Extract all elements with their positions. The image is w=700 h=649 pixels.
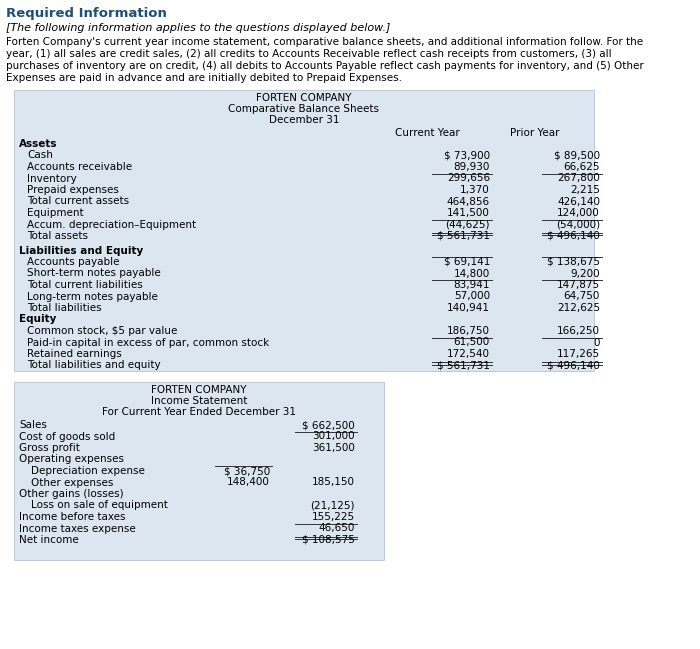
- Text: Expenses are paid in advance and are initially debited to Prepaid Expenses.: Expenses are paid in advance and are ini…: [6, 73, 402, 83]
- Text: $ 496,140: $ 496,140: [547, 231, 600, 241]
- Text: Prior Year: Prior Year: [510, 128, 559, 138]
- Text: Forten Company's current year income statement, comparative balance sheets, and : Forten Company's current year income sta…: [6, 37, 643, 47]
- Text: $ 108,575: $ 108,575: [302, 535, 355, 545]
- Text: 464,856: 464,856: [447, 197, 490, 206]
- Text: Total current assets: Total current assets: [27, 197, 129, 206]
- Text: 299,656: 299,656: [447, 173, 490, 184]
- Text: Liabilities and Equity: Liabilities and Equity: [19, 245, 144, 256]
- Text: Income Statement: Income Statement: [150, 396, 247, 406]
- Text: 1,370: 1,370: [461, 185, 490, 195]
- Text: 64,750: 64,750: [564, 291, 600, 302]
- Text: 212,625: 212,625: [557, 303, 600, 313]
- Text: 89,930: 89,930: [454, 162, 490, 172]
- Text: 140,941: 140,941: [447, 303, 490, 313]
- Text: year, (1) all sales are credit sales, (2) all credits to Accounts Receivable ref: year, (1) all sales are credit sales, (2…: [6, 49, 612, 59]
- Text: Sales: Sales: [19, 420, 47, 430]
- Text: Paid-in capital in excess of par, common stock: Paid-in capital in excess of par, common…: [27, 337, 270, 347]
- Text: 0: 0: [594, 337, 600, 347]
- Text: Retained earnings: Retained earnings: [27, 349, 122, 359]
- Text: Other expenses: Other expenses: [31, 478, 113, 487]
- Text: 186,750: 186,750: [447, 326, 490, 336]
- Text: 57,000: 57,000: [454, 291, 490, 302]
- Text: Total liabilities and equity: Total liabilities and equity: [27, 360, 160, 371]
- Text: 117,265: 117,265: [557, 349, 600, 359]
- Text: Cost of goods sold: Cost of goods sold: [19, 432, 116, 441]
- Text: 124,000: 124,000: [557, 208, 600, 218]
- Text: Accounts receivable: Accounts receivable: [27, 162, 132, 172]
- Text: $ 69,141: $ 69,141: [444, 257, 490, 267]
- Text: 155,225: 155,225: [312, 512, 355, 522]
- Text: Long-term notes payable: Long-term notes payable: [27, 291, 158, 302]
- Text: 172,540: 172,540: [447, 349, 490, 359]
- Text: 141,500: 141,500: [447, 208, 490, 218]
- Text: Inventory: Inventory: [27, 173, 77, 184]
- Text: Other gains (losses): Other gains (losses): [19, 489, 124, 499]
- Text: $ 662,500: $ 662,500: [302, 420, 355, 430]
- Text: 185,150: 185,150: [312, 478, 355, 487]
- Text: 83,941: 83,941: [454, 280, 490, 290]
- Text: 267,800: 267,800: [557, 173, 600, 184]
- Text: (54,000): (54,000): [556, 219, 600, 230]
- Text: 66,625: 66,625: [564, 162, 600, 172]
- Text: $ 138,675: $ 138,675: [547, 257, 600, 267]
- Text: Net income: Net income: [19, 535, 78, 545]
- Text: 361,500: 361,500: [312, 443, 355, 453]
- Text: $ 36,750: $ 36,750: [224, 466, 270, 476]
- Text: 61,500: 61,500: [454, 337, 490, 347]
- Text: 46,650: 46,650: [318, 524, 355, 533]
- Text: $ 561,731: $ 561,731: [437, 360, 490, 371]
- Text: [The following information applies to the questions displayed below.]: [The following information applies to th…: [6, 23, 391, 33]
- Text: 9,200: 9,200: [570, 269, 600, 278]
- Text: Depreciation expense: Depreciation expense: [31, 466, 145, 476]
- Text: 301,000: 301,000: [312, 432, 355, 441]
- Text: Income before taxes: Income before taxes: [19, 512, 125, 522]
- Text: Accum. depreciation–Equipment: Accum. depreciation–Equipment: [27, 219, 196, 230]
- Text: 2,215: 2,215: [570, 185, 600, 195]
- Text: Operating expenses: Operating expenses: [19, 454, 124, 465]
- Text: 426,140: 426,140: [557, 197, 600, 206]
- Text: Accounts payable: Accounts payable: [27, 257, 120, 267]
- Text: Loss on sale of equipment: Loss on sale of equipment: [31, 500, 168, 511]
- Text: Equipment: Equipment: [27, 208, 83, 218]
- Text: Short-term notes payable: Short-term notes payable: [27, 269, 161, 278]
- Text: Cash: Cash: [27, 151, 53, 160]
- Text: 166,250: 166,250: [557, 326, 600, 336]
- Text: 147,875: 147,875: [557, 280, 600, 290]
- Text: Total liabilities: Total liabilities: [27, 303, 101, 313]
- Text: FORTEN COMPANY: FORTEN COMPANY: [256, 93, 351, 103]
- Text: Total assets: Total assets: [27, 231, 88, 241]
- Text: Prepaid expenses: Prepaid expenses: [27, 185, 119, 195]
- Text: purchases of inventory are on credit, (4) all debits to Accounts Payable reflect: purchases of inventory are on credit, (4…: [6, 61, 644, 71]
- Text: Current Year: Current Year: [395, 128, 460, 138]
- Text: Comparative Balance Sheets: Comparative Balance Sheets: [228, 104, 379, 114]
- Text: $ 73,900: $ 73,900: [444, 151, 490, 160]
- Text: FORTEN COMPANY: FORTEN COMPANY: [151, 385, 246, 395]
- Text: Gross profit: Gross profit: [19, 443, 80, 453]
- Text: Required Information: Required Information: [6, 7, 167, 20]
- Text: $ 496,140: $ 496,140: [547, 360, 600, 371]
- Text: Assets: Assets: [19, 139, 57, 149]
- Text: For Current Year Ended December 31: For Current Year Ended December 31: [102, 407, 296, 417]
- Bar: [14, 90, 594, 371]
- Text: 14,800: 14,800: [454, 269, 490, 278]
- Text: Common stock, $5 par value: Common stock, $5 par value: [27, 326, 177, 336]
- Bar: [14, 382, 384, 559]
- Text: 148,400: 148,400: [227, 478, 270, 487]
- Text: Equity: Equity: [19, 315, 57, 324]
- Text: $ 561,731: $ 561,731: [437, 231, 490, 241]
- Text: Income taxes expense: Income taxes expense: [19, 524, 136, 533]
- Text: (21,125): (21,125): [311, 500, 355, 511]
- Text: December 31: December 31: [269, 115, 340, 125]
- Text: $ 89,500: $ 89,500: [554, 151, 600, 160]
- Text: (44,625): (44,625): [445, 219, 490, 230]
- Text: Total current liabilities: Total current liabilities: [27, 280, 143, 290]
